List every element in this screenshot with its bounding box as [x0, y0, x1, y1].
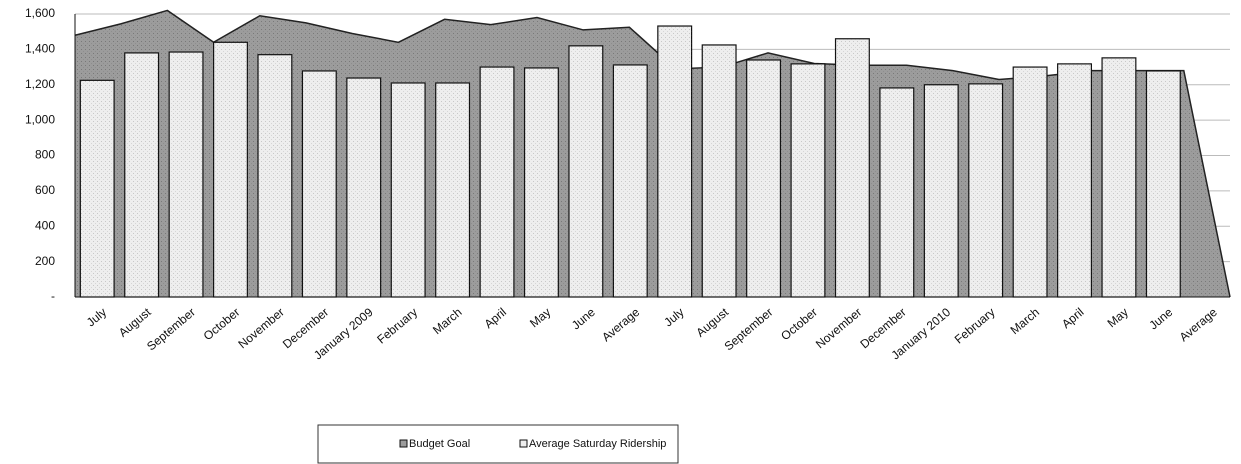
bar-texture — [346, 78, 381, 297]
y-tick-label: 800 — [35, 148, 55, 162]
x-tick-label: April — [1059, 305, 1086, 331]
x-tick-label: October — [778, 305, 820, 343]
bar-texture — [391, 82, 426, 297]
bar-texture — [746, 59, 781, 297]
bar-texture — [1146, 70, 1181, 297]
bar-texture — [124, 52, 159, 297]
legend-label: Average Saturday Ridership — [529, 438, 666, 450]
x-tick-label: June — [569, 305, 598, 333]
x-tick-label: July — [84, 305, 109, 329]
bar-texture — [968, 83, 1003, 297]
legend-swatch — [519, 439, 528, 448]
bar-texture — [1013, 67, 1047, 297]
x-tick-label: May — [527, 305, 553, 330]
bar-texture — [924, 84, 959, 297]
x-tick-label: Average — [1177, 305, 1220, 345]
bar-texture — [568, 45, 603, 298]
y-tick-label: 600 — [35, 183, 55, 197]
x-tick-label: March — [430, 305, 465, 337]
bar-texture — [524, 67, 559, 298]
legend-box — [317, 424, 679, 464]
bar-texture — [1057, 63, 1092, 297]
area-texture — [75, 10, 1230, 298]
bar-texture — [613, 64, 648, 297]
y-tick-label: 200 — [35, 254, 55, 268]
y-tick-label: 400 — [35, 218, 55, 232]
bar-texture — [258, 54, 292, 298]
y-tick-label: 1,200 — [25, 77, 55, 91]
bar-texture — [480, 67, 514, 297]
y-tick-label: 1,600 — [25, 6, 55, 20]
x-tick-label: February — [374, 305, 420, 347]
x-tick-label: November — [813, 305, 864, 351]
x-tick-label: October — [201, 305, 243, 343]
bar-texture — [791, 63, 825, 297]
bar-texture — [80, 80, 115, 297]
y-tick-label: 1,400 — [25, 42, 55, 56]
x-tick-label: September — [144, 305, 198, 353]
x-tick-label: November — [235, 305, 286, 351]
bar-texture — [835, 38, 870, 297]
legend-swatch — [399, 439, 408, 448]
x-tick-label: February — [952, 305, 998, 347]
bar-texture — [702, 44, 737, 297]
bar-texture — [435, 82, 470, 297]
x-tick-label: July — [661, 305, 686, 329]
x-tick-label: August — [116, 305, 154, 340]
y-tick-label: 1,000 — [25, 112, 55, 126]
bar-texture — [657, 26, 692, 298]
x-tick-label: March — [1008, 305, 1043, 337]
x-tick-label: Average — [599, 305, 642, 345]
x-tick-label: September — [722, 305, 776, 353]
x-tick-label: August — [693, 305, 731, 340]
x-tick-label: April — [482, 305, 509, 331]
bar-texture — [302, 70, 337, 297]
bar-texture — [1102, 57, 1136, 297]
x-tick-label: May — [1105, 305, 1131, 330]
bar-texture — [169, 52, 203, 298]
x-tick-label: June — [1146, 305, 1175, 333]
legend-label: Budget Goal — [409, 438, 470, 450]
bar-texture — [213, 42, 248, 297]
y-tick-label: - — [51, 289, 55, 303]
bar-texture — [879, 87, 914, 297]
